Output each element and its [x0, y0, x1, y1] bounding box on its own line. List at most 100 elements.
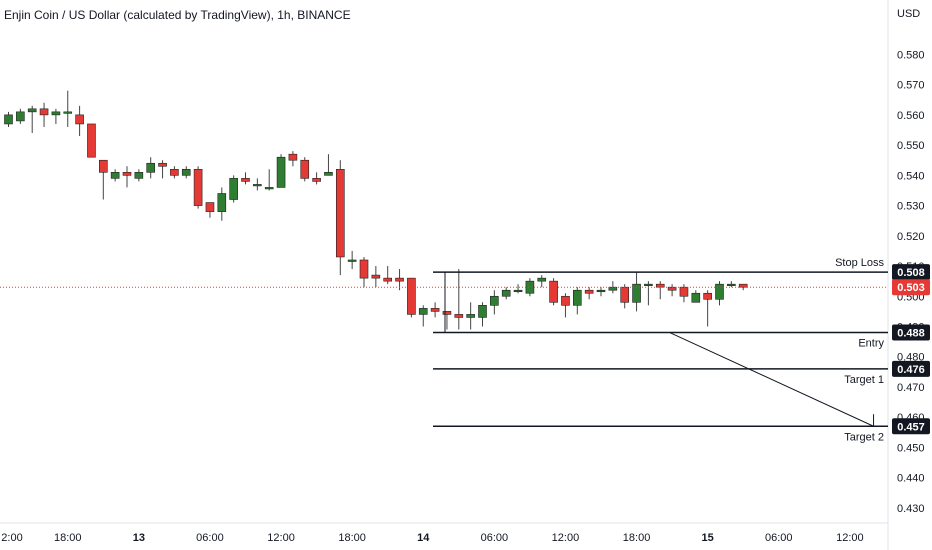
candle-body-down: [335, 168, 345, 258]
y-tick-label: 0.530: [897, 201, 925, 213]
x-tick-label: 12:00: [836, 532, 864, 544]
candle: [383, 266, 393, 285]
level-price-badge-text: 0.476: [897, 364, 925, 376]
candle: [27, 105, 37, 134]
candle: [170, 166, 179, 179]
candle-body-up: [217, 193, 227, 212]
candle: [490, 290, 499, 315]
candle: [110, 169, 120, 182]
x-tick-label: 14: [417, 532, 430, 544]
y-tick-label: 0.580: [897, 49, 925, 61]
candle: [359, 256, 369, 288]
candle: [87, 123, 96, 158]
candle-body-up: [276, 156, 286, 188]
candle: [347, 250, 357, 270]
candle-body-up: [691, 292, 701, 303]
trade-plan-overlay: Stop Loss Entry Target 1 Target 2: [0, 257, 888, 443]
candle: [679, 284, 689, 303]
candle: [584, 287, 594, 300]
candle-body-up: [181, 168, 191, 176]
candle: [205, 202, 215, 218]
candle-body-down: [454, 314, 464, 318]
candle-body-down: [205, 202, 215, 212]
candle: [63, 90, 73, 127]
x-tick-label: 12:00: [267, 532, 295, 544]
candle-body-up: [644, 283, 653, 286]
candle-body-down: [158, 162, 167, 167]
candle: [217, 187, 227, 221]
candle-body-down: [371, 274, 381, 279]
candle-body-down: [99, 159, 108, 173]
candle-body-down: [407, 277, 416, 315]
level-label: Entry: [858, 338, 884, 350]
candle: [395, 269, 404, 291]
candle-body-down: [561, 295, 570, 306]
candle: [158, 160, 167, 179]
candle-body-up: [51, 111, 61, 116]
candle: [122, 166, 132, 188]
x-tick-label: 18:00: [338, 532, 366, 544]
candle: [312, 172, 321, 185]
candle: [324, 154, 333, 176]
candle: [715, 281, 724, 306]
candle: [501, 287, 511, 300]
candle: [335, 160, 345, 276]
candle: [193, 166, 203, 209]
level-label: Target 2: [844, 431, 884, 443]
candle: [644, 281, 653, 306]
candle-body-up: [501, 289, 511, 297]
candle: [537, 275, 547, 288]
candle-body-down: [87, 123, 96, 158]
x-tick-label: 18:00: [623, 532, 651, 544]
candle-body-up: [715, 283, 724, 300]
candle-body-down: [288, 153, 298, 161]
candle-body-up: [229, 178, 238, 200]
candle-body-up: [418, 308, 428, 315]
candle-body-down: [442, 311, 452, 315]
candle: [300, 157, 310, 182]
candle-body-up: [253, 184, 262, 187]
y-tick-label: 0.560: [897, 110, 925, 122]
candle-body-up: [490, 295, 499, 306]
candle: [561, 293, 570, 318]
candle: [181, 166, 191, 179]
arrow-head: [865, 414, 875, 427]
candle-body-up: [478, 305, 487, 318]
candle: [371, 266, 381, 288]
candle-body-down: [383, 277, 393, 282]
level-price-badge: [892, 360, 930, 377]
candle: [39, 102, 49, 127]
candle: [549, 278, 558, 306]
level-label: Target 1: [844, 374, 884, 386]
x-tick-label: 06:00: [481, 532, 509, 544]
candle: [703, 290, 712, 327]
current-price-badge: [892, 279, 930, 296]
candle: [16, 108, 25, 124]
level-price-badge-text: 0.488: [897, 328, 925, 340]
candle: [418, 305, 428, 327]
level-price-badge-text: 0.457: [897, 421, 925, 433]
projection-arrow: [669, 332, 874, 427]
candle: [513, 284, 523, 294]
level-price-badge: [892, 324, 930, 341]
x-axis-ticks: 2:00 18:00 13 06:00 12:00 18:00 14 06:00 12:00 18…: [1, 532, 863, 544]
candle: [276, 154, 286, 188]
x-tick-label: 18:00: [54, 532, 82, 544]
chart-title: Enjin Coin / US Dollar (calculated by Tr…: [4, 8, 351, 22]
level-label: Stop Loss: [835, 257, 884, 269]
y-tick-label: 0.470: [897, 382, 925, 394]
candle-body-down: [312, 178, 321, 182]
candle-body-up: [63, 111, 73, 114]
candle-body-up: [596, 289, 606, 293]
candle: [632, 272, 641, 312]
candle-body-up: [4, 114, 13, 125]
candle: [454, 269, 464, 330]
candle: [596, 287, 606, 297]
candle: [4, 111, 13, 127]
candle-body-up: [632, 283, 641, 303]
y-tick-label: 0.450: [897, 442, 925, 454]
candle-body-up: [347, 259, 357, 262]
candle: [478, 302, 487, 327]
